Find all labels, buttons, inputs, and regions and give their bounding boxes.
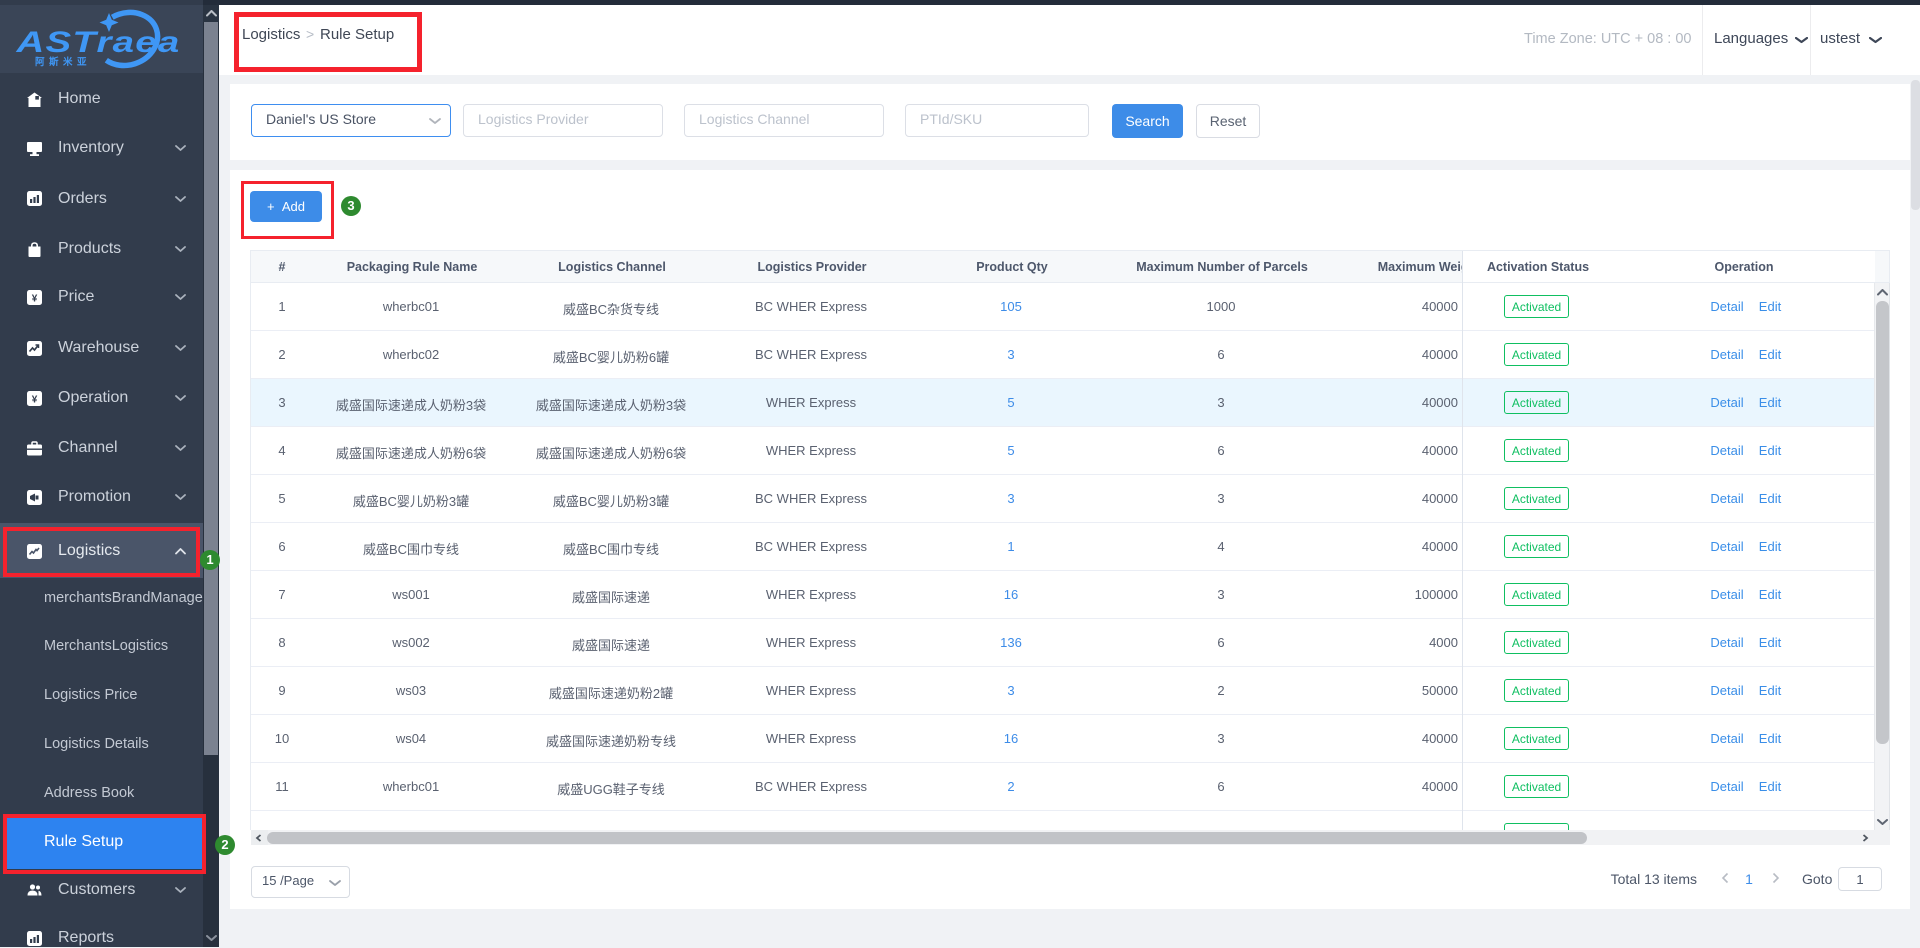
svg-text:阿斯米亚: 阿斯米亚 <box>35 56 91 68</box>
svg-text:¥: ¥ <box>32 293 38 304</box>
svg-text:¥: ¥ <box>32 394 38 405</box>
svg-text:ASTraea: ASTraea <box>15 26 180 59</box>
